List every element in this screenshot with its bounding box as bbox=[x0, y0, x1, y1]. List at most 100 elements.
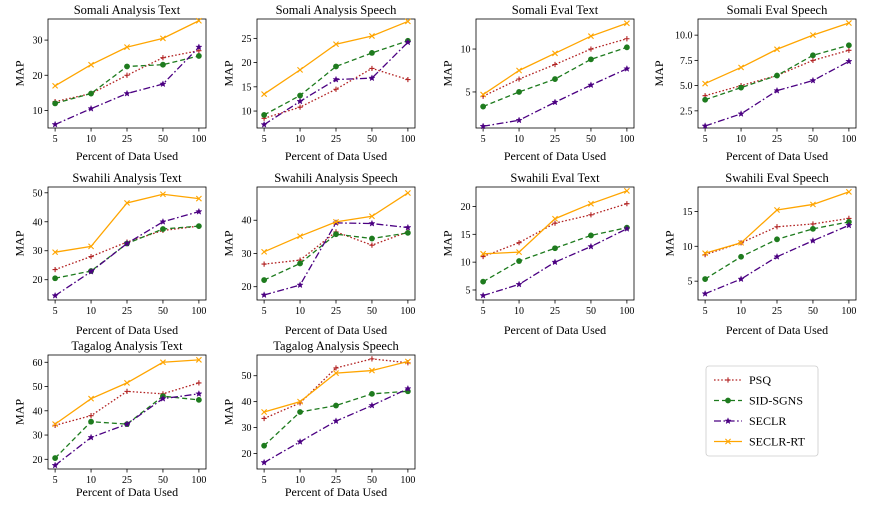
x-tick-label: 25 bbox=[122, 306, 132, 317]
data-point bbox=[810, 225, 816, 232]
data-point bbox=[124, 44, 130, 51]
series-line bbox=[54, 225, 199, 271]
plot-frame bbox=[256, 354, 416, 470]
x-tick-label: 5 bbox=[481, 306, 486, 317]
data-point bbox=[480, 103, 487, 110]
data-point bbox=[516, 240, 522, 246]
data-point bbox=[368, 74, 376, 82]
series-line bbox=[263, 20, 409, 95]
data-point bbox=[738, 84, 744, 91]
data-point bbox=[774, 207, 780, 214]
x-tick-label: 100 bbox=[191, 134, 206, 145]
data-point bbox=[159, 359, 166, 366]
y-axis-label: MAP bbox=[222, 230, 236, 256]
data-point bbox=[297, 233, 304, 240]
x-axis-label: Percent of Data Used bbox=[76, 149, 178, 163]
chart-title: Somali Eval Text bbox=[512, 3, 599, 17]
y-axis-label: MAP bbox=[663, 230, 677, 256]
data-point bbox=[516, 67, 523, 74]
series-line bbox=[483, 68, 628, 127]
series-seclr-rt bbox=[261, 18, 411, 98]
data-point bbox=[52, 100, 59, 107]
series-line bbox=[263, 390, 408, 447]
data-point bbox=[333, 370, 339, 377]
chart-panel: Swahili Eval Speech 5 10 25 50 100 5 10 15 Percen… bbox=[663, 171, 857, 337]
series-psq bbox=[480, 36, 630, 99]
data-point bbox=[124, 63, 130, 70]
x-tick-label: 50 bbox=[367, 306, 377, 317]
plot-frame bbox=[697, 186, 857, 301]
y-tick-label: 15 bbox=[683, 207, 693, 218]
data-point bbox=[738, 253, 744, 260]
x-tick-label: 50 bbox=[158, 306, 168, 317]
series-seclr bbox=[479, 225, 631, 299]
series-seclr-rt bbox=[261, 358, 411, 415]
x-tick-label: 100 bbox=[191, 306, 206, 317]
y-axis-label: MAP bbox=[222, 60, 236, 86]
x-tick-label: 50 bbox=[808, 134, 818, 145]
y-axis-label: MAP bbox=[13, 230, 27, 256]
series-psq bbox=[52, 48, 202, 105]
data-point bbox=[552, 220, 558, 226]
chart-panel: Swahili Eval Text 5 10 25 50 100 5 10 15 20 Percen… bbox=[441, 171, 635, 337]
data-point bbox=[845, 20, 852, 27]
data-point bbox=[588, 56, 594, 63]
x-tick-label: 5 bbox=[703, 134, 708, 145]
series-line bbox=[704, 224, 850, 295]
y-tick-label: 60 bbox=[33, 358, 43, 369]
data-point bbox=[516, 258, 522, 264]
data-point bbox=[368, 401, 376, 409]
series-seclr-rt bbox=[480, 20, 630, 98]
data-point bbox=[701, 289, 709, 297]
x-tick-label: 100 bbox=[619, 134, 634, 145]
data-point bbox=[123, 239, 131, 247]
x-tick-label: 25 bbox=[772, 306, 782, 317]
data-point bbox=[516, 89, 522, 95]
chart-title: Somali Eval Speech bbox=[727, 3, 828, 17]
x-tick-label: 50 bbox=[158, 134, 168, 145]
data-point bbox=[160, 55, 166, 61]
data-point bbox=[195, 17, 202, 24]
x-axis-label: Percent of Data Used bbox=[504, 149, 606, 163]
data-point bbox=[52, 82, 59, 89]
data-point bbox=[88, 61, 95, 68]
x-tick-label: 10 bbox=[86, 134, 96, 145]
data-point bbox=[52, 275, 59, 282]
data-point bbox=[159, 191, 166, 198]
series-line bbox=[704, 60, 850, 127]
data-point bbox=[51, 291, 59, 299]
series-sid-sgns bbox=[261, 229, 411, 283]
x-axis-label: Percent of Data Used bbox=[285, 149, 387, 163]
series-line bbox=[704, 191, 850, 254]
data-point bbox=[702, 96, 709, 103]
data-point bbox=[551, 98, 559, 106]
series-psq bbox=[261, 229, 411, 267]
x-tick-label: 25 bbox=[550, 306, 560, 317]
data-point bbox=[516, 249, 523, 256]
data-point bbox=[333, 86, 339, 92]
data-point bbox=[297, 66, 304, 73]
data-point bbox=[588, 232, 594, 239]
y-axis-label: MAP bbox=[652, 60, 666, 86]
legend-box bbox=[705, 365, 819, 457]
data-point bbox=[587, 81, 595, 89]
series-line bbox=[54, 46, 200, 126]
y-tick-label: 10.0 bbox=[675, 31, 693, 42]
data-point bbox=[88, 253, 94, 260]
series-seclr-rt bbox=[702, 188, 852, 257]
y-axis-label: MAP bbox=[441, 60, 455, 86]
data-point bbox=[479, 291, 487, 299]
data-point bbox=[160, 226, 166, 232]
data-point bbox=[738, 64, 745, 71]
series-line bbox=[482, 38, 628, 97]
y-axis-label: MAP bbox=[13, 399, 27, 425]
data-point bbox=[479, 122, 487, 130]
data-point bbox=[159, 394, 167, 402]
x-axis-label: Percent of Data Used bbox=[726, 323, 828, 337]
y-tick-label: 30 bbox=[242, 423, 252, 434]
series-line bbox=[263, 358, 408, 420]
x-tick-label: 10 bbox=[295, 134, 305, 145]
x-tick-label: 100 bbox=[841, 134, 856, 145]
series-line bbox=[263, 388, 409, 464]
data-point bbox=[333, 63, 339, 70]
